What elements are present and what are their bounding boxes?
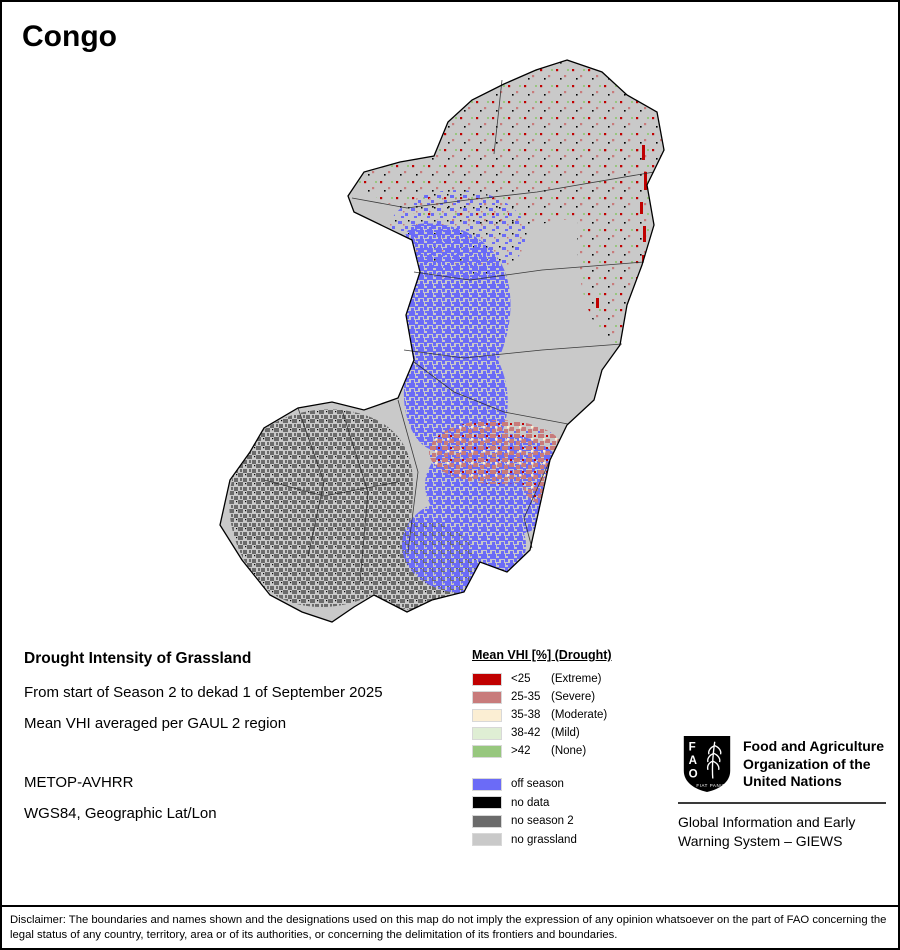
- map-info-block: Drought Intensity of Grassland From star…: [24, 650, 454, 836]
- legend-extra-label: off season: [511, 778, 564, 791]
- legend-extras: off season no data no season 2 no grassl…: [472, 775, 682, 849]
- legend-extra-row: off season: [472, 775, 682, 794]
- map-projection: WGS84, Geographic Lat/Lon: [24, 805, 217, 822]
- svg-text:O: O: [689, 768, 698, 781]
- page-title: Congo: [22, 20, 117, 53]
- fao-logo-icon: F A O FIAT PANIS: [683, 735, 731, 793]
- giews-label: Global Information and Early Warning Sys…: [678, 813, 888, 851]
- legend-extra-row: no season 2: [472, 812, 682, 831]
- legend-extra-label: no data: [511, 796, 550, 809]
- legend-class-row: >42 (None): [472, 742, 682, 760]
- fao-org-line2: Organization of the: [743, 755, 871, 772]
- giews-line1: Global Information and Early: [678, 814, 856, 830]
- legend-class-label: (Extreme): [551, 673, 602, 685]
- legend-swatch-no-season-2: [472, 814, 502, 828]
- legend-class-label: (Mild): [551, 727, 580, 739]
- map-sensor: METOP-AVHRR: [24, 774, 134, 791]
- svg-text:F: F: [689, 740, 696, 753]
- spacer: [24, 746, 454, 774]
- legend-class-value: 38-42: [511, 727, 541, 739]
- legend-extra-row: no data: [472, 794, 682, 813]
- country-outline: [219, 59, 665, 623]
- legend-swatch-severe: [472, 690, 502, 704]
- legend-class-label: (None): [551, 745, 587, 757]
- legend-class-row: 35-38 (Moderate): [472, 706, 682, 724]
- legend-swatch-moderate: [472, 708, 502, 722]
- legend-swatch-extreme: [472, 672, 502, 686]
- legend-class-label: (Moderate): [551, 709, 608, 721]
- legend-extra-label: no grassland: [511, 833, 577, 846]
- map-speckle-overlay: [229, 60, 664, 610]
- svg-text:A: A: [689, 754, 698, 767]
- map-period: From start of Season 2 to dekad 1 of Sep…: [24, 684, 383, 701]
- map-legend: Mean VHI [%] (Drought) <25 (Extreme) 25-…: [472, 648, 682, 849]
- legend-extra-row: no grassland: [472, 831, 682, 850]
- divider: [678, 802, 886, 804]
- fao-motto: FIAT PANIS: [696, 783, 725, 788]
- disclaimer-text: Disclaimer: The boundaries and names sho…: [2, 905, 898, 948]
- map-subtitle: Drought Intensity of Grassland: [24, 650, 252, 667]
- fao-org-name: Food and Agriculture Organization of the…: [743, 734, 884, 791]
- legend-swatch-off-season: [472, 777, 502, 791]
- legend-class-label: (Severe): [551, 691, 596, 703]
- legend-class-value: <25: [511, 673, 531, 685]
- legend-class-value: >42: [511, 745, 531, 757]
- map-aggregation: Mean VHI averaged per GAUL 2 region: [24, 715, 287, 732]
- fao-org-line3: United Nations: [743, 773, 842, 789]
- legend-swatch-no-data: [472, 796, 502, 810]
- fao-org-line1: Food and Agriculture: [743, 738, 885, 754]
- legend-class-row: 25-35 (Severe): [472, 688, 682, 706]
- congo-map: [219, 59, 665, 623]
- legend-swatch-no-grassland: [472, 833, 502, 847]
- legend-class-row: <25 (Extreme): [472, 670, 682, 688]
- legend-title: Mean VHI [%] (Drought): [472, 648, 612, 662]
- giews-line2: Warning System – GIEWS: [678, 833, 843, 849]
- admin-boundaries: [263, 79, 655, 583]
- legend-swatch-mild: [472, 726, 502, 740]
- fao-giews-block: F A O FIAT PANIS Food and Agriculture Or…: [678, 734, 888, 851]
- wheat-ear-icon: [706, 741, 722, 779]
- legend-extra-label: no season 2: [511, 815, 574, 828]
- legend-class-value: 35-38: [511, 709, 541, 721]
- legend-class-row: 38-42 (Mild): [472, 724, 682, 742]
- legend-swatch-none: [472, 744, 502, 758]
- legend-class-value: 25-35: [511, 691, 541, 703]
